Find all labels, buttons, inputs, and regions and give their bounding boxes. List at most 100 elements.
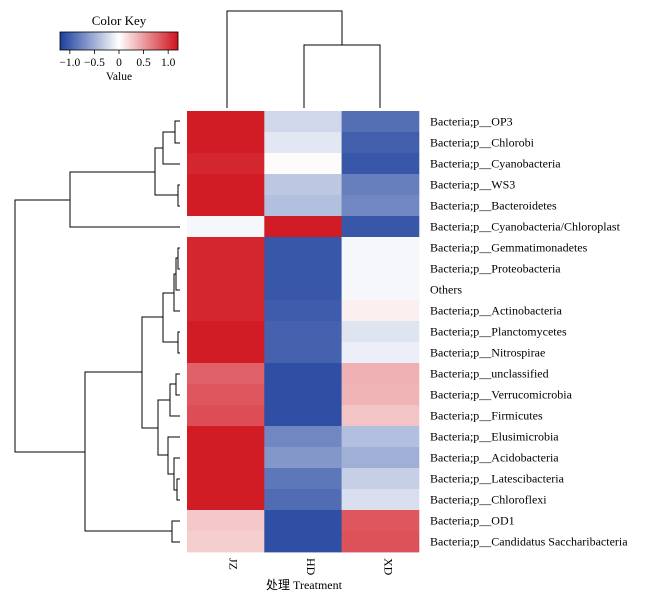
heatmap-cell	[187, 447, 265, 469]
color-key-tick-label: 1.0	[161, 57, 176, 69]
heatmap-cell	[341, 111, 420, 133]
heatmap-cell	[341, 321, 420, 343]
color-key-tick-label: 0	[116, 57, 122, 69]
row-label: Bacteria;p__Actinobacteria	[430, 304, 563, 318]
row-label: Bacteria;p__Acidobacteria	[430, 451, 559, 465]
heatmap-cell	[341, 279, 420, 301]
heatmap-cell	[341, 216, 420, 238]
heatmap-cell	[187, 237, 265, 259]
row-label: Bacteria;p__OP3	[430, 115, 513, 129]
row-label: Bacteria;p__Verrucomicrobia	[430, 388, 573, 402]
heatmap-cell	[264, 132, 342, 154]
column-dendrogram	[226, 10, 381, 108]
heatmap-cell	[187, 510, 265, 532]
heatmap-cell	[187, 111, 265, 133]
row-label: Bacteria;p__Planctomycetes	[430, 325, 567, 339]
column-label: XD	[381, 558, 395, 576]
heatmap-cell	[341, 153, 420, 175]
heatmap-cell	[187, 342, 265, 364]
column-label: JZ	[227, 558, 241, 570]
heatmap-cell	[264, 111, 342, 133]
heatmap-cell	[264, 447, 342, 469]
heatmap-cell	[341, 132, 420, 154]
heatmap-cell	[264, 510, 342, 532]
heatmap-cell	[341, 489, 420, 511]
heatmap-cell	[341, 426, 420, 448]
row-label: Bacteria;p__Gemmatimonadetes	[430, 241, 588, 255]
heatmap-cell	[187, 468, 265, 490]
heatmap-cell	[264, 279, 342, 301]
column-label: HD	[304, 558, 318, 576]
heatmap-cell	[187, 405, 265, 427]
color-key-tick-label: 0.5	[136, 57, 151, 69]
heatmap-cell	[187, 489, 265, 511]
row-label: Bacteria;p__Chlorobi	[430, 136, 535, 150]
heatmap-cell	[341, 300, 420, 322]
heatmap-cell	[341, 510, 420, 532]
heatmap-cell	[187, 195, 265, 217]
row-label: Bacteria;p__Firmicutes	[430, 409, 543, 423]
heatmap-cell	[264, 405, 342, 427]
heatmap-cell	[264, 300, 342, 322]
heatmap-cell	[187, 216, 265, 238]
heatmap-cell	[264, 153, 342, 175]
heatmap-cell	[264, 468, 342, 490]
heatmap-cell	[341, 447, 420, 469]
heatmap-cell	[187, 531, 265, 553]
heatmap-cell	[187, 279, 265, 301]
heatmap-cell	[341, 384, 420, 406]
heatmap-cell	[264, 489, 342, 511]
heatmap-cell	[187, 132, 265, 154]
row-label: Bacteria;p__WS3	[430, 178, 515, 192]
heatmap-cell	[341, 258, 420, 280]
heatmap-cell	[187, 258, 265, 280]
row-label: Others	[430, 283, 462, 297]
heatmap-cell	[341, 174, 420, 196]
heatmap-cell	[187, 153, 265, 175]
heatmap-cell	[187, 363, 265, 385]
heatmap-cell	[264, 426, 342, 448]
row-label: Bacteria;p__Chloroflexi	[430, 493, 547, 507]
heatmap-cell	[187, 174, 265, 196]
heatmap-cell	[341, 237, 420, 259]
row-label: Bacteria;p__OD1	[430, 514, 515, 528]
heatmap-cell	[264, 258, 342, 280]
row-label: Bacteria;p__Proteobacteria	[430, 262, 561, 276]
color-key: Color Key −1.0 −0.5 0 0.5 1.0 Value	[59, 13, 179, 83]
column-dendrogram-hd-xd	[303, 44, 381, 108]
heatmap-cell	[341, 531, 420, 553]
color-key-ticks: −1.0 −0.5 0 0.5 1.0	[59, 50, 176, 69]
color-key-title: Color Key	[92, 13, 147, 28]
row-label: Bacteria;p__Latescibacteria	[430, 472, 565, 486]
heatmap-cell	[187, 426, 265, 448]
row-dendrogram	[14, 120, 180, 543]
row-labels: Bacteria;p__OP3 Bacteria;p__Chlorobi Bacte…	[430, 115, 628, 549]
column-dendrogram-root	[226, 10, 343, 108]
heatmap-cell	[341, 342, 420, 364]
heatmap-cell	[264, 321, 342, 343]
color-key-value-label: Value	[106, 71, 132, 83]
heatmap-cell	[264, 237, 342, 259]
heatmap-cell	[341, 468, 420, 490]
heatmap-cell	[264, 216, 342, 238]
heatmap-cells	[187, 111, 420, 553]
heatmap-cell	[264, 342, 342, 364]
row-label: Bacteria;p__Elusimicrobia	[430, 430, 559, 444]
row-label: Bacteria;p__Cyanobacteria/Chloroplast	[430, 220, 621, 234]
row-label: Bacteria;p__Bacteroidetes	[430, 199, 557, 213]
heatmap-cell	[341, 363, 420, 385]
x-axis-title: 处理 Treatment	[266, 578, 343, 592]
heatmap-cell	[187, 321, 265, 343]
heatmap-cell	[187, 384, 265, 406]
row-label: Bacteria;p__Cyanobacteria	[430, 157, 561, 171]
heatmap-cell	[264, 531, 342, 553]
heatmap-cell	[264, 174, 342, 196]
color-key-bar	[59, 31, 179, 51]
heatmap-cell	[187, 300, 265, 322]
row-label: Bacteria;p__Candidatus Saccharibacteria	[430, 535, 628, 549]
heatmap-cell	[264, 363, 342, 385]
row-label: Bacteria;p__Nitrospirae	[430, 346, 545, 360]
row-label: Bacteria;p__unclassified	[430, 367, 549, 381]
heatmap-cell	[341, 195, 420, 217]
